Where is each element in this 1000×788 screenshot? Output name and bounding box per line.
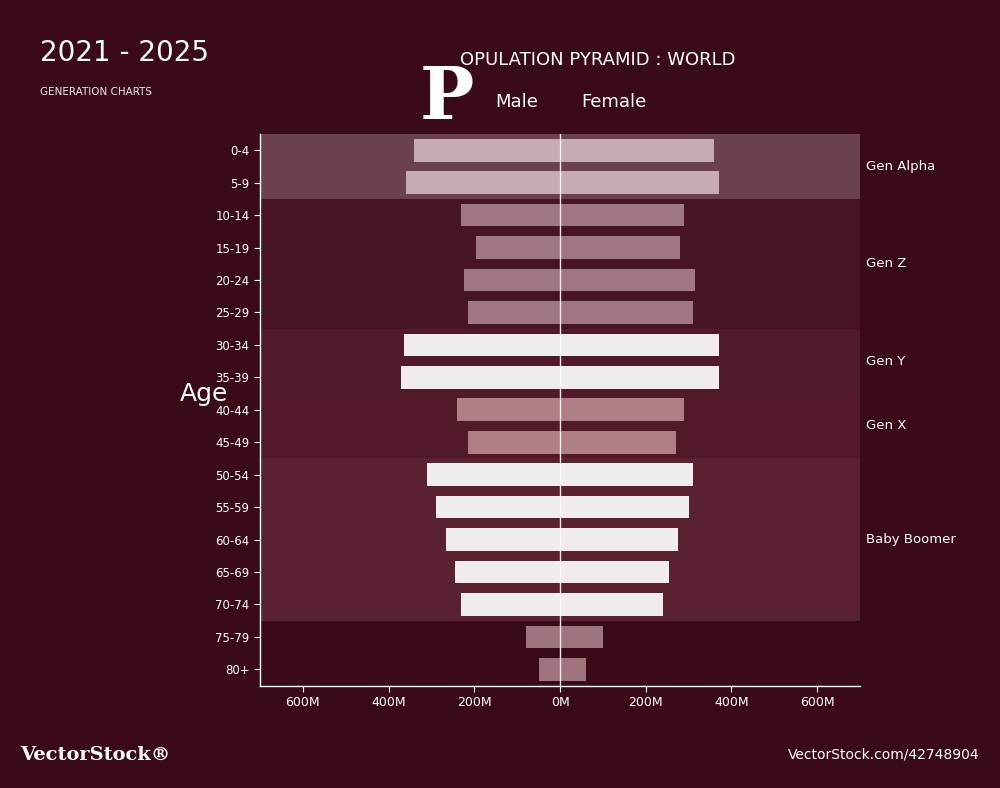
Bar [464, 269, 560, 292]
Bar [406, 171, 560, 194]
Bar [476, 236, 560, 259]
Text: Gen X: Gen X [866, 419, 907, 433]
Bar [560, 593, 663, 615]
Bar [560, 366, 719, 388]
Ellipse shape [367, 289, 633, 499]
Bar [560, 204, 684, 226]
FancyBboxPatch shape [260, 393, 860, 459]
Bar [560, 658, 586, 681]
Text: Gen Alpha: Gen Alpha [866, 160, 936, 173]
Ellipse shape [273, 215, 727, 573]
Ellipse shape [487, 384, 513, 404]
Ellipse shape [447, 352, 553, 436]
Bar [560, 301, 693, 324]
Bar [461, 593, 560, 615]
Ellipse shape [47, 37, 953, 751]
Ellipse shape [353, 278, 647, 510]
Bar [468, 431, 560, 454]
Ellipse shape [327, 258, 673, 530]
Ellipse shape [167, 132, 833, 656]
Text: VectorStock®: VectorStock® [20, 745, 170, 764]
Ellipse shape [420, 331, 580, 457]
Text: Gen Z: Gen Z [866, 257, 907, 270]
Bar [560, 171, 719, 194]
Ellipse shape [20, 16, 980, 772]
Ellipse shape [433, 341, 567, 447]
Ellipse shape [193, 152, 807, 636]
Bar [457, 399, 560, 421]
Ellipse shape [300, 236, 700, 552]
Ellipse shape [140, 110, 860, 678]
Ellipse shape [7, 6, 993, 782]
Bar [404, 333, 560, 356]
FancyBboxPatch shape [260, 329, 860, 393]
Ellipse shape [313, 247, 687, 541]
Bar [414, 139, 560, 162]
Bar [560, 560, 669, 583]
Bar [468, 301, 560, 324]
Ellipse shape [380, 299, 620, 489]
FancyBboxPatch shape [260, 134, 860, 199]
Ellipse shape [287, 226, 713, 562]
Text: VectorStock.com/42748904: VectorStock.com/42748904 [788, 748, 980, 761]
Bar [436, 496, 560, 519]
Ellipse shape [460, 362, 540, 426]
Ellipse shape [180, 142, 820, 646]
Bar [401, 366, 560, 388]
Ellipse shape [60, 47, 940, 741]
Text: Age: Age [180, 381, 228, 406]
Ellipse shape [233, 184, 767, 604]
Bar [446, 528, 560, 551]
Bar [560, 496, 689, 519]
Ellipse shape [340, 268, 660, 520]
Ellipse shape [87, 69, 913, 719]
Text: Baby Boomer: Baby Boomer [866, 533, 956, 546]
Text: 2021 - 2025: 2021 - 2025 [40, 39, 209, 68]
Ellipse shape [153, 121, 847, 667]
Ellipse shape [73, 58, 927, 730]
Bar [560, 528, 678, 551]
Text: GENERATION CHARTS: GENERATION CHARTS [40, 87, 152, 97]
Text: Male: Male [496, 93, 539, 111]
Text: Gen Y: Gen Y [866, 355, 906, 367]
Bar [560, 236, 680, 259]
Text: OPULATION PYRAMID : WORLD: OPULATION PYRAMID : WORLD [460, 51, 736, 69]
Ellipse shape [33, 26, 967, 762]
Bar [461, 204, 560, 226]
Ellipse shape [407, 321, 593, 467]
Ellipse shape [473, 373, 527, 415]
FancyBboxPatch shape [260, 459, 860, 621]
Ellipse shape [113, 89, 887, 699]
Text: P: P [420, 63, 474, 134]
FancyBboxPatch shape [260, 199, 860, 329]
Text: Female: Female [581, 93, 647, 111]
Bar [560, 139, 714, 162]
Bar [539, 658, 560, 681]
Bar [560, 431, 676, 454]
Bar [560, 269, 695, 292]
Ellipse shape [247, 195, 753, 593]
Bar [526, 626, 560, 649]
Bar [560, 399, 684, 421]
